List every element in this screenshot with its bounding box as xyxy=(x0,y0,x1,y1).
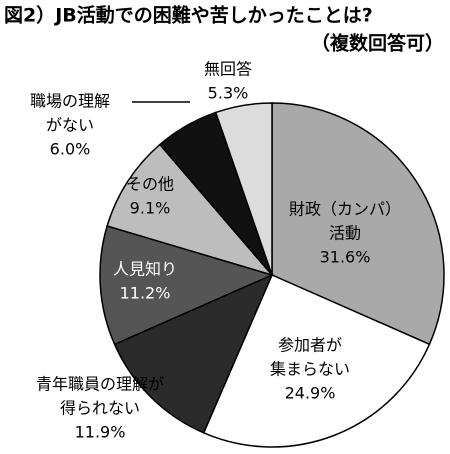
chart-subtitle: （複数回答可） xyxy=(311,32,444,55)
value-label: 11.2% xyxy=(120,284,171,303)
value-label: 9.1% xyxy=(130,199,171,218)
slice-label: 財政（カンパ） xyxy=(289,200,401,219)
slice-label: 青年職員の理解が xyxy=(36,375,164,394)
chart-title: 図2）JB活動での困難や苦しかったことは? xyxy=(4,4,373,27)
slice-label: その他 xyxy=(126,175,174,194)
value-label: 5.3% xyxy=(208,84,249,103)
slice-label: 集まらない xyxy=(270,360,350,379)
value-label: 11.9% xyxy=(75,423,126,442)
value-label: 6.0% xyxy=(50,140,91,159)
pie-slice xyxy=(271,102,445,346)
slice-label: 無回答 xyxy=(204,60,252,79)
slice-label: 活動 xyxy=(329,224,361,243)
slice-label: 得られない xyxy=(60,399,140,418)
slice-label: がない xyxy=(46,116,94,135)
slice-label: 参加者が xyxy=(278,336,342,355)
slice-label: 職場の理解 xyxy=(30,92,110,111)
slice-label: 人見知り xyxy=(113,260,177,279)
value-label: 24.9% xyxy=(285,384,336,403)
pie-slice xyxy=(99,225,275,346)
pie-slice xyxy=(113,273,274,434)
pie-slice xyxy=(202,274,431,448)
pie-slice xyxy=(214,102,273,276)
pie-slice xyxy=(106,143,275,277)
value-label: 31.6% xyxy=(320,248,371,267)
